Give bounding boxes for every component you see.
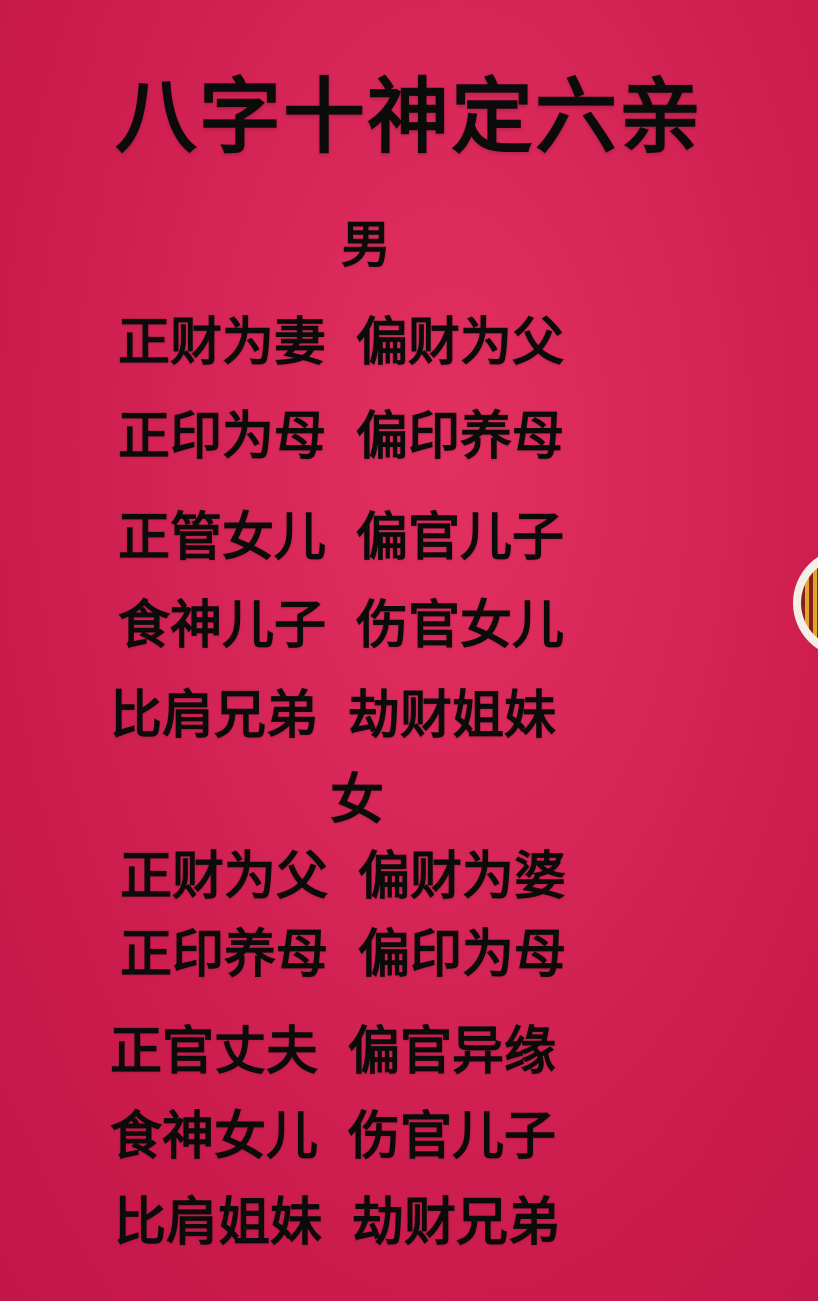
female-row-1: 正财为父 偏财为婆 (120, 834, 566, 909)
female-row-3-right: 偏官异缘 (348, 1022, 557, 1082)
male-row-2: 正印为母 偏印养母 (118, 394, 564, 469)
male-row-1-left: 正财为妻 (118, 313, 327, 373)
female-row-2-right: 偏印为母 (358, 925, 567, 985)
male-heading: 男 (341, 216, 391, 274)
male-row-4-right: 伤官女儿 (356, 596, 565, 656)
male-row-3: 正管女儿 偏官儿子 (118, 495, 564, 570)
male-row-3-left: 正管女儿 (118, 508, 327, 568)
female-heading: 女 (330, 768, 384, 831)
male-row-5-right: 劫财姐妹 (348, 686, 557, 746)
female-row-3: 正官丈夫 偏官异缘 (110, 1009, 556, 1084)
badge-pattern (801, 558, 818, 648)
male-row-4-left: 食神儿子 (118, 596, 327, 656)
male-row-4: 食神儿子 伤官女儿 (118, 583, 564, 658)
male-row-5: 比肩兄弟 劫财姐妹 (110, 673, 556, 748)
male-row-5-left: 比肩兄弟 (110, 686, 319, 746)
female-row-4-right: 伤官儿子 (348, 1107, 557, 1167)
male-row-2-right: 偏印养母 (356, 407, 565, 467)
female-row-4-left: 食神女儿 (110, 1107, 319, 1167)
page-title: 八字十神定六亲 (114, 70, 703, 165)
female-row-1-left: 正财为父 (120, 847, 329, 907)
male-row-1-right: 偏财为父 (356, 313, 565, 373)
male-row-1: 正财为妻 偏财为父 (118, 300, 564, 375)
female-row-5: 比肩姐妹 劫财兄弟 (114, 1180, 560, 1255)
female-row-3-left: 正官丈夫 (110, 1022, 319, 1082)
male-row-3-right: 偏官儿子 (356, 508, 565, 568)
female-row-4: 食神女儿 伤官儿子 (110, 1094, 556, 1169)
female-row-2: 正印养母 偏印为母 (120, 912, 566, 987)
female-row-5-left: 比肩姐妹 (114, 1193, 323, 1253)
male-row-2-left: 正印为母 (118, 407, 327, 467)
female-row-5-right: 劫财兄弟 (352, 1193, 561, 1253)
female-row-1-right: 偏财为婆 (358, 847, 567, 907)
decorative-badge-icon (793, 548, 818, 658)
female-row-2-left: 正印养母 (120, 925, 329, 985)
